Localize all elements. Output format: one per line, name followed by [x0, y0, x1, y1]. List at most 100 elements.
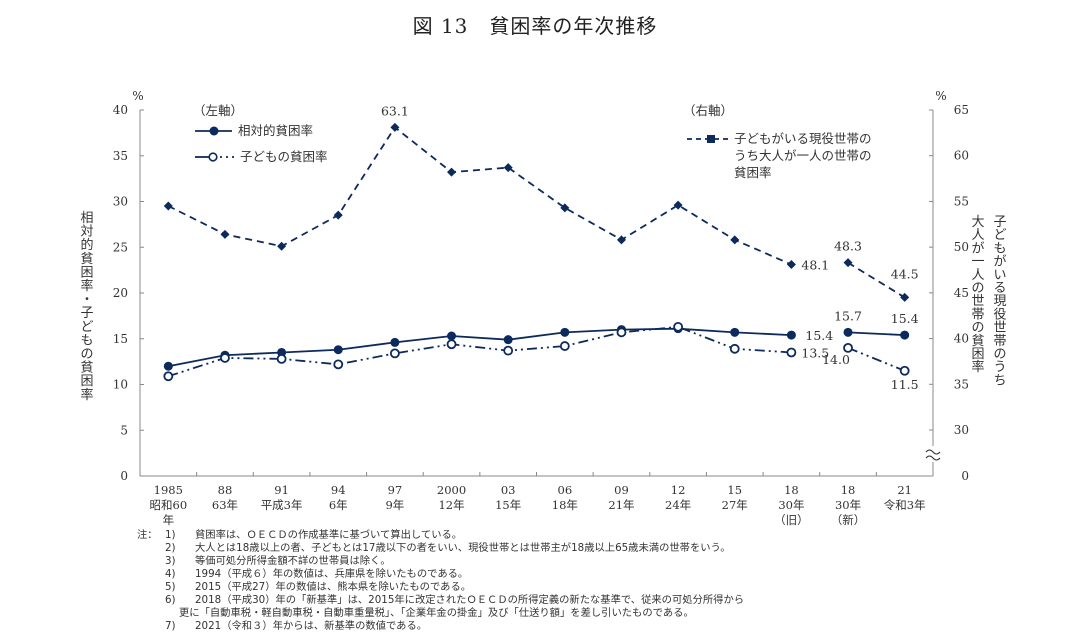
data-label: 48.3	[834, 239, 862, 254]
data-point	[163, 201, 173, 211]
x-tick-label: 88	[218, 483, 233, 497]
data-point	[503, 163, 513, 173]
series-line	[847, 347, 906, 372]
data-point	[163, 361, 173, 371]
left-axis-tick-label: 35	[113, 149, 128, 163]
footnote: 6) 2018（平成30）年の「新基準」は、2015年に改定されたＯＥＣＤの所得定…	[137, 594, 744, 607]
x-tick-label: 1985	[154, 483, 183, 497]
data-point	[843, 342, 853, 353]
axis-title-char: 大	[971, 215, 984, 230]
footnote-text: 2018（平成30）年の「新基準」は、2015年に改定されたＯＥＣＤの所得定義の…	[195, 594, 745, 606]
legend-label-single-parent: 貧困率	[734, 165, 772, 180]
axis-title-char: 現	[993, 294, 1006, 309]
footnote-text: 等価可処分所得金額不詳の世帯員は除く。	[195, 555, 391, 567]
right-axis-tick-label: 60	[954, 149, 969, 163]
footnote: 7) 2021（令和３）年からは、新基準の数値である。	[137, 620, 744, 633]
left-axis-tick-label: 5	[120, 423, 128, 437]
right-axis-tick-label: 0	[961, 469, 969, 483]
data-point	[786, 330, 796, 340]
axis-title-char: も	[80, 333, 93, 348]
footnote-prefix	[137, 542, 165, 555]
axis-title-char: 率	[971, 359, 984, 375]
footnote: 4) 1994（平成６）年の数値は、兵庫県を除いたものである。	[137, 568, 744, 581]
x-tick-label: 年	[163, 513, 175, 527]
axis-title-char: が	[993, 255, 1006, 270]
data-label: 14.0	[822, 352, 850, 367]
right-axis-tick-label: 45	[954, 286, 969, 300]
data-point	[729, 343, 740, 354]
data-label: 13.5	[801, 345, 829, 360]
axis-title-char: ち	[993, 373, 1006, 388]
x-tick-label: 9年	[385, 498, 404, 512]
chart-title: 図 13 貧困率の年次推移	[412, 14, 658, 38]
x-tick-label: 09	[614, 483, 629, 497]
data-label: 15.4	[891, 311, 919, 326]
axis-title-char: い	[993, 268, 1006, 283]
footnote-number: 5)	[165, 581, 176, 593]
data-point	[616, 327, 627, 338]
axis-title-char: が	[971, 241, 984, 256]
legend-label-single-parent: うち大人が一人の世帯の	[734, 148, 872, 163]
x-tick-label: （旧）	[774, 513, 809, 527]
x-tick-label: 18	[784, 483, 799, 497]
data-point	[900, 330, 910, 340]
data-point	[673, 321, 684, 332]
footnote-prefix: 注：	[137, 529, 158, 541]
footnote-number: 7)	[165, 620, 176, 632]
footnote: 更に「自動車税・軽自動車税・自動車重量税」、「企業年金の掛金」及び「仕送り額」を…	[137, 607, 744, 620]
x-tick-label: 30年	[778, 498, 804, 512]
footnote: 3) 等価可処分所得金額不詳の世帯員は除く。	[137, 555, 744, 568]
data-point	[559, 341, 570, 351]
data-point	[560, 327, 570, 337]
x-tick-label: （新）	[831, 513, 866, 527]
legend-label-child: 子どもの貧困率	[240, 149, 328, 164]
data-point	[447, 331, 457, 341]
left-axis-tick-label: 40	[113, 103, 128, 117]
right-axis-tick-label: 40	[954, 332, 969, 346]
data-point	[616, 235, 626, 245]
series-single-parent-poverty: 63.1 48.1 48.3 44.5	[163, 103, 919, 302]
footnote-number: 4)	[165, 568, 176, 580]
left-axis-tick-label: 10	[113, 378, 128, 392]
data-point	[843, 327, 853, 337]
data-point	[503, 335, 513, 345]
right-axis-tick-label: 65	[954, 103, 969, 117]
x-tick-label: 6年	[329, 498, 348, 512]
footnote-prefix	[137, 607, 165, 620]
axis-title-char: 貧	[80, 361, 93, 376]
series-line	[847, 331, 905, 336]
left-axis-tick-label: 15	[113, 332, 128, 346]
left-axis-title: 相対的貧困率・子どもの貧困率	[80, 211, 93, 403]
axis-title-char: 子	[993, 215, 1006, 230]
data-point	[843, 258, 853, 268]
series-line	[167, 126, 792, 266]
axis-title-char: 貧	[971, 334, 984, 349]
legend-label-single-parent: 子どもがいる現役世帯の	[734, 131, 872, 146]
axis-title-char: 人	[971, 228, 984, 243]
x-tick-label: 令和3年	[884, 498, 926, 512]
data-label: 63.1	[381, 103, 409, 118]
axis-title-char: 帯	[971, 307, 984, 322]
right-axis-tick-label: 50	[954, 240, 969, 254]
data-point	[220, 353, 230, 363]
axis-title-char: 困	[80, 374, 93, 389]
footnote: 注： 1) 貧困率は、ＯＥＣＤの作成基準に基づいて算出している。	[137, 529, 744, 542]
axis-title-char: 率	[80, 278, 93, 294]
data-point	[899, 365, 910, 376]
footnote-text: 2015（平成27）年の数値は、熊本県を除いたものである。	[195, 581, 472, 593]
axis-title-char: 率	[80, 387, 93, 403]
left-axis-tick-label: 25	[113, 240, 128, 254]
axis-title-char: ど	[993, 228, 1006, 243]
axis-title-char: 世	[993, 321, 1006, 336]
x-tick-label: 15年	[495, 498, 521, 512]
x-tick-label: 21	[897, 483, 912, 497]
left-axis-unit: %	[132, 89, 143, 103]
legend-label-relative: 相対的貧困率	[238, 123, 313, 138]
x-tick-label: 18年	[552, 498, 578, 512]
footnote-text: 貧困率は、ＯＥＣＤの作成基準に基づいて算出している。	[195, 529, 463, 541]
series-line	[168, 327, 792, 368]
left-axis-tick-label: 0	[120, 469, 128, 483]
data-label: 15.4	[805, 328, 833, 343]
x-tick-label: 12年	[438, 498, 464, 512]
